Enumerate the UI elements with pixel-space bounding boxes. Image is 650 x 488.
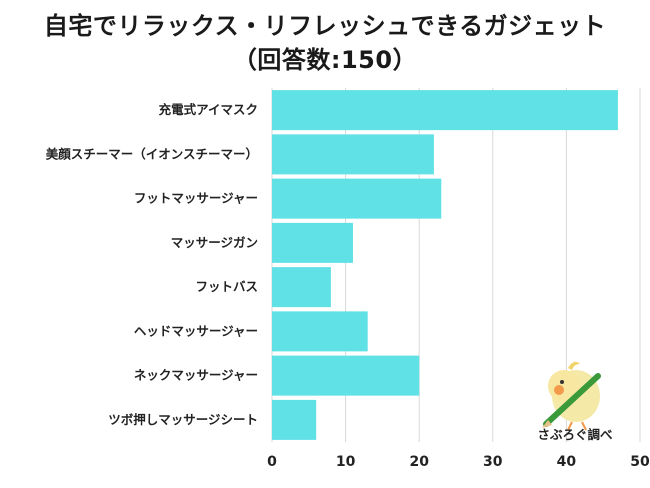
bar (272, 134, 434, 175)
bar (272, 399, 317, 440)
bird-mascot-icon (542, 361, 601, 431)
bar (272, 355, 420, 396)
x-tick-label: 20 (409, 454, 429, 470)
x-tick-label: 40 (557, 454, 577, 470)
bar (272, 222, 353, 263)
x-tick-label: 0 (267, 454, 277, 470)
category-label: 充電式アイマスク (159, 102, 258, 117)
category-label: ネックマッサージャー (134, 368, 258, 383)
category-label: マッサージガン (171, 235, 258, 250)
chart-subtitle: （回答数:150） (232, 46, 418, 74)
bar (272, 90, 618, 131)
category-label: ツボ押しマッサージシート (108, 412, 258, 427)
bar (272, 311, 368, 352)
x-tick-label: 10 (336, 454, 356, 470)
credit-label: さぶろぐ調べ (537, 427, 613, 442)
bar (272, 178, 442, 219)
category-label: ヘッドマッサージャー (134, 323, 258, 338)
x-tick-label: 30 (483, 454, 503, 470)
x-tick-label: 50 (630, 454, 650, 470)
chart-title: 自宅でリラックス・リフレッシュできるガジェット (43, 12, 607, 40)
bar (272, 267, 331, 308)
category-label: フットバス (195, 279, 258, 294)
category-label: 美顔スチーマー（イオンスチーマー） (46, 146, 258, 161)
category-label: フットマッサージャー (134, 191, 258, 206)
